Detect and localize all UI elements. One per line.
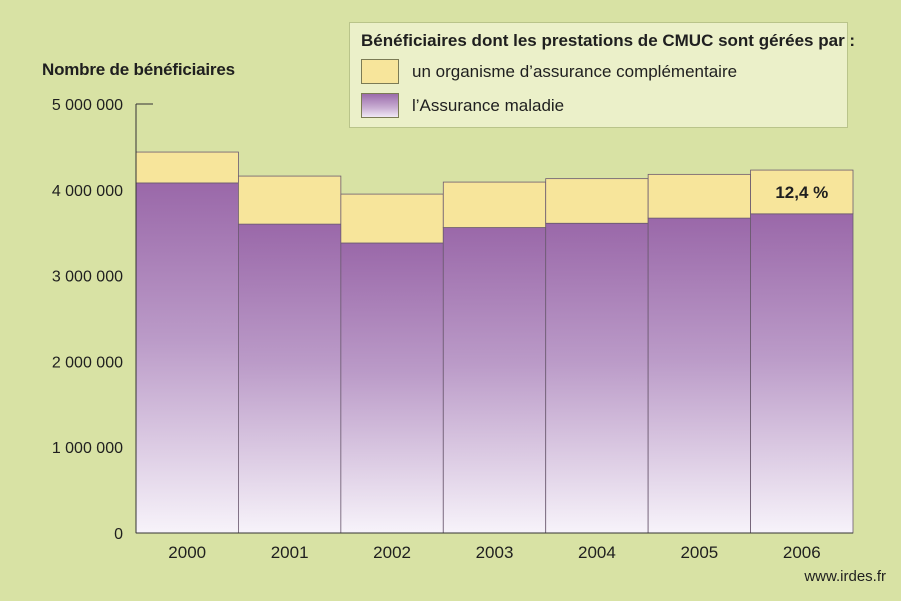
x-tick-label-2005: 2005 <box>680 543 718 562</box>
y-tick-label-3000000: 3 000 000 <box>52 269 123 286</box>
y-tick-label-4000000: 4 000 000 <box>52 183 123 200</box>
legend-swatch-complementaire <box>361 59 399 84</box>
x-tick-label-2001: 2001 <box>271 543 309 562</box>
y-tick-label-0: 0 <box>114 526 123 543</box>
bar-complementaire-2000 <box>135 151 239 184</box>
bar-assurance-maladie-2005 <box>647 217 751 534</box>
legend-item-assurance-maladie: l’Assurance maladie <box>361 93 831 119</box>
x-tick-label-2003: 2003 <box>476 543 514 562</box>
x-tick-label-2002: 2002 <box>373 543 411 562</box>
bar-assurance-maladie-2003 <box>442 227 547 534</box>
legend-swatch-assurance-maladie <box>361 93 399 118</box>
y-tick-label-1000000: 1 000 000 <box>52 440 123 457</box>
bar-assurance-maladie-2006 <box>750 213 854 534</box>
bar-complementaire-2002 <box>340 193 444 244</box>
legend-label-complementaire: un organisme d’assurance complémentaire <box>412 62 738 81</box>
bar-complementaire-2005 <box>647 173 751 219</box>
x-tick-label-2006: 2006 <box>783 543 821 562</box>
bar-assurance-maladie-2001 <box>238 223 342 534</box>
legend-item-complementaire: un organisme d’assurance complémentaire <box>361 59 831 85</box>
bar-complementaire-2006 <box>750 169 854 215</box>
data-label-2006: 12,4 % <box>775 183 828 202</box>
legend-title: Bénéficiaires dont les prestations de CM… <box>361 31 856 50</box>
bar-complementaire-2003 <box>442 181 547 228</box>
bar-complementaire-2004 <box>545 178 649 224</box>
bar-assurance-maladie-2004 <box>545 222 649 534</box>
x-tick-label-2000: 2000 <box>168 543 206 562</box>
bar-assurance-maladie-2000 <box>135 182 239 534</box>
y-axis-title: Nombre de bénéficiaires <box>42 60 235 79</box>
legend-label-assurance-maladie: l’Assurance maladie <box>412 96 565 115</box>
y-tick-label-5000000: 5 000 000 <box>52 97 123 114</box>
bar-complementaire-2001 <box>238 175 342 225</box>
y-tick-label-2000000: 2 000 000 <box>52 354 123 371</box>
source-credit: www.irdes.fr <box>804 568 886 585</box>
legend: Bénéficiaires dont les prestations de CM… <box>349 22 855 128</box>
x-tick-label-2004: 2004 <box>578 543 616 562</box>
bar-assurance-maladie-2002 <box>340 242 444 534</box>
